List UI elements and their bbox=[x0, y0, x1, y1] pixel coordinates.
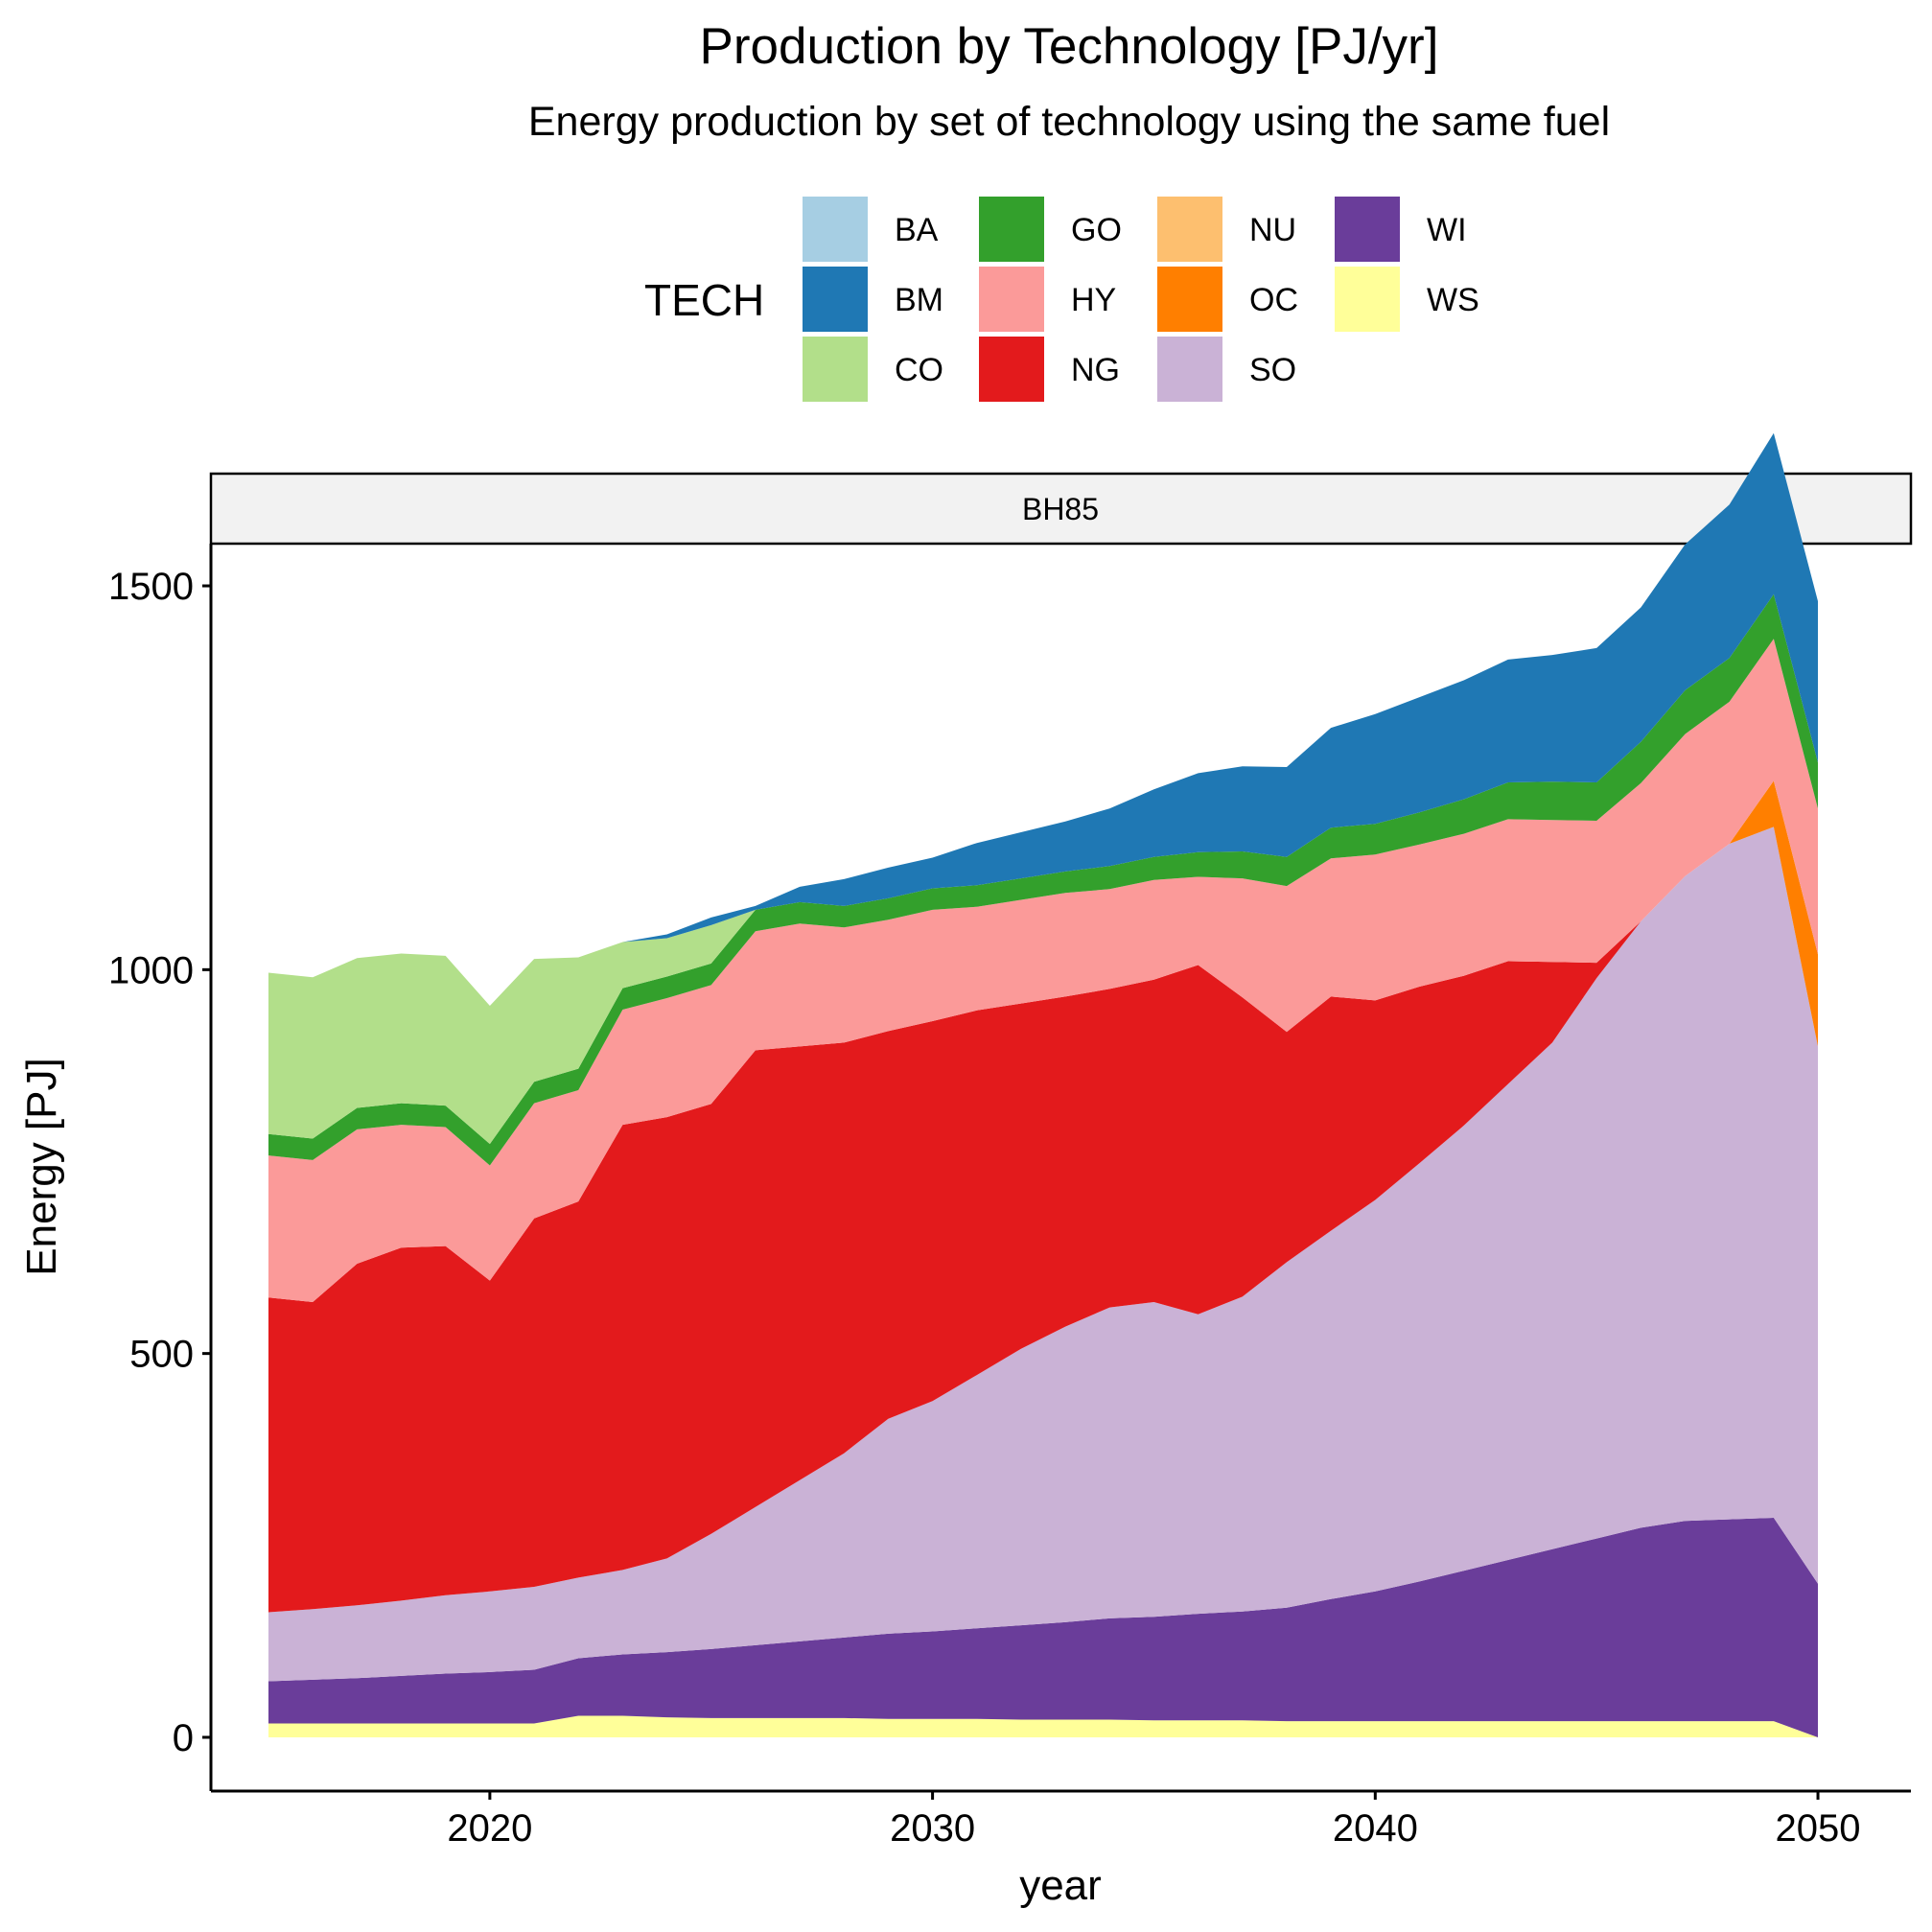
x-tick-label: 2020 bbox=[447, 1807, 532, 1850]
chart-title: Production by Technology [PJ/yr] bbox=[700, 18, 1439, 75]
x-tick-label: 2040 bbox=[1333, 1807, 1418, 1850]
area-hy bbox=[268, 639, 1818, 1302]
legend-key-nu bbox=[1157, 197, 1222, 262]
y-tick-label: 1500 bbox=[108, 566, 194, 608]
area-ng bbox=[268, 780, 1818, 1613]
legend-key-hy bbox=[979, 267, 1044, 332]
y-axis-title: Energy [PJ] bbox=[18, 1058, 65, 1275]
area-wi bbox=[268, 1518, 1818, 1737]
legend-label-go: GO bbox=[1071, 212, 1122, 248]
legend-label-nu: NU bbox=[1249, 212, 1296, 248]
x-axis-ticks: 2020 2030 2040 2050 bbox=[447, 1791, 1861, 1850]
facet-strip-box bbox=[209, 472, 1913, 546]
legend-label-ba: BA bbox=[895, 212, 939, 248]
legend: TECH BA BM CO GO HY NG NU OC SO WI WS bbox=[644, 197, 1479, 402]
area-ws bbox=[268, 1715, 1818, 1737]
area-co bbox=[268, 594, 1818, 1145]
legend-title: TECH bbox=[644, 275, 764, 325]
x-tick-label: 2030 bbox=[890, 1807, 975, 1850]
facet-strip-label: BH85 bbox=[1022, 492, 1099, 526]
legend-label-ng: NG bbox=[1071, 352, 1120, 388]
legend-key-ba bbox=[803, 197, 868, 262]
legend-key-so bbox=[1157, 337, 1222, 402]
legend-key-ng bbox=[979, 337, 1044, 402]
legend-key-go bbox=[979, 197, 1044, 262]
legend-label-hy: HY bbox=[1071, 282, 1116, 318]
area-bm bbox=[268, 432, 1818, 1006]
area-so bbox=[268, 826, 1818, 1682]
plot-areas bbox=[268, 432, 1818, 1737]
legend-key-co bbox=[803, 337, 868, 402]
y-axis-ticks: 0 500 1000 1500 bbox=[108, 566, 211, 1759]
x-axis-title: year bbox=[1019, 1862, 1102, 1909]
legend-key-wi bbox=[1335, 197, 1400, 262]
legend-key-bm bbox=[803, 267, 868, 332]
chart-subtitle: Energy production by set of technology u… bbox=[528, 99, 1610, 145]
x-tick-label: 2050 bbox=[1776, 1807, 1861, 1850]
y-tick-label: 500 bbox=[129, 1334, 194, 1376]
legend-label-so: SO bbox=[1249, 352, 1296, 388]
legend-label-co: CO bbox=[895, 352, 943, 388]
legend-key-ws bbox=[1335, 267, 1400, 332]
legend-label-oc: OC bbox=[1249, 282, 1298, 318]
legend-label-wi: WI bbox=[1427, 212, 1467, 248]
y-tick-label: 0 bbox=[173, 1717, 194, 1759]
facet-strip: BH85 bbox=[209, 472, 1913, 546]
legend-label-bm: BM bbox=[895, 282, 943, 318]
y-tick-label: 1000 bbox=[108, 949, 194, 991]
area-go bbox=[268, 594, 1818, 1166]
legend-key-oc bbox=[1157, 267, 1222, 332]
legend-label-ws: WS bbox=[1427, 282, 1479, 318]
